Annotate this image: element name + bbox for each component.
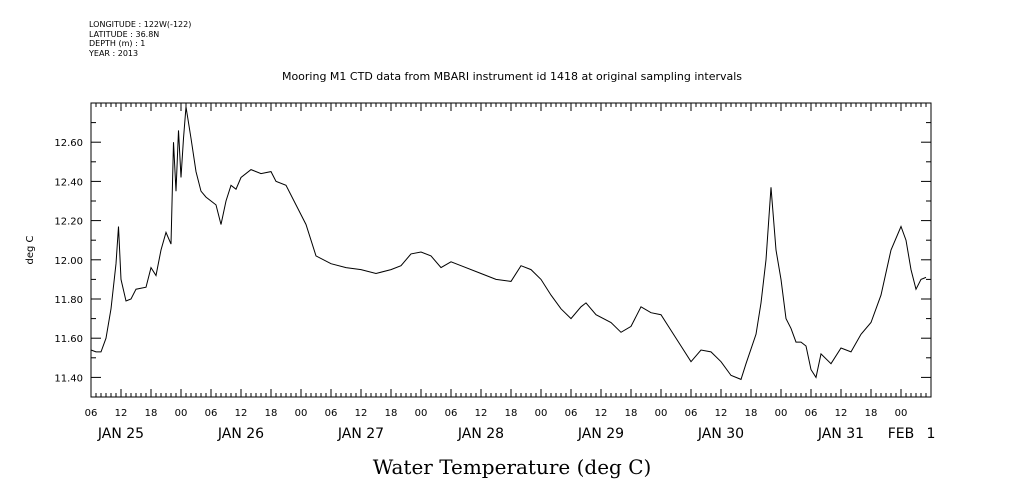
x-tick-label: 00 (415, 408, 428, 419)
x-tick-label: 18 (625, 408, 638, 419)
x-tick-label: 00 (775, 408, 788, 419)
y-tick-label: 12.20 (54, 217, 83, 228)
x-date-label: JAN 29 (577, 426, 624, 442)
x-tick-label: 18 (865, 408, 878, 419)
x-date-label: FEB (888, 426, 915, 442)
x-tick-label: 06 (685, 408, 698, 419)
x-axis-label: Water Temperature (deg C) (373, 455, 652, 479)
y-axis: 11.40 11.60 11.80 12.00 12.20 12.40 12.60 (54, 102, 931, 398)
chart-title: Mooring M1 CTD data from MBARI instrumen… (282, 70, 742, 83)
plot-frame (90, 102, 932, 398)
y-tick-label: 12.60 (54, 138, 83, 149)
x-date-label: JAN 31 (817, 426, 864, 442)
x-tick-label: 06 (565, 408, 578, 419)
x-tick-label: 18 (745, 408, 758, 419)
series-line (90, 106, 927, 381)
x-tick-label: 12 (595, 408, 608, 419)
x-tick-label: 12 (355, 408, 368, 419)
year-text: YEAR : 2013 (89, 48, 139, 58)
x-tick-label: 18 (145, 408, 158, 419)
longitude-text: LONGITUDE : 122W(-122) (89, 20, 192, 29)
x-tick-label: 06 (445, 408, 458, 419)
depth-text: DEPTH (m) : 1 (89, 39, 146, 48)
x-tick-label: 06 (805, 408, 818, 419)
y-tick-label: 12.00 (54, 256, 83, 267)
x-tick-label: 00 (175, 408, 188, 419)
x-date-label: JAN 28 (457, 426, 504, 442)
x-tick-label: 00 (535, 408, 548, 419)
x-axis: 06 12 18 00 06 12 18 00 06 12 18 00 06 12 18 00 06 12 18 00… (85, 103, 936, 442)
x-date-label: JAN 27 (337, 426, 384, 442)
x-tick-label: 12 (475, 408, 488, 419)
x-tick-label: 06 (85, 408, 98, 419)
x-tick-label: 06 (325, 408, 338, 419)
x-tick-label: 18 (505, 408, 518, 419)
x-tick-label: 18 (385, 408, 398, 419)
y-tick-label: 11.40 (54, 373, 83, 384)
metadata-block: LONGITUDE : 122W(-122) LATITUDE : 36.8N … (89, 20, 191, 58)
x-tick-label: 00 (655, 408, 668, 419)
x-date-label: 1 (927, 426, 936, 442)
x-tick-label: 12 (115, 408, 128, 419)
y-axis-label: deg C (25, 235, 36, 264)
x-tick-label: 00 (895, 408, 908, 419)
y-tick-label: 11.60 (54, 334, 83, 345)
x-tick-label: 06 (205, 408, 218, 419)
x-date-label: JAN 25 (97, 426, 144, 442)
y-tick-label: 12.40 (54, 177, 83, 188)
y-tick-label: 11.80 (54, 295, 83, 306)
latitude-text: LATITUDE : 36.8N (89, 29, 160, 39)
x-tick-label: 18 (265, 408, 278, 419)
x-tick-label: 12 (715, 408, 728, 419)
x-date-label: JAN 26 (217, 426, 264, 442)
x-tick-label: 12 (235, 408, 248, 419)
x-tick-label: 00 (295, 408, 308, 419)
x-tick-label: 12 (835, 408, 848, 419)
x-date-label: JAN 30 (697, 426, 744, 442)
